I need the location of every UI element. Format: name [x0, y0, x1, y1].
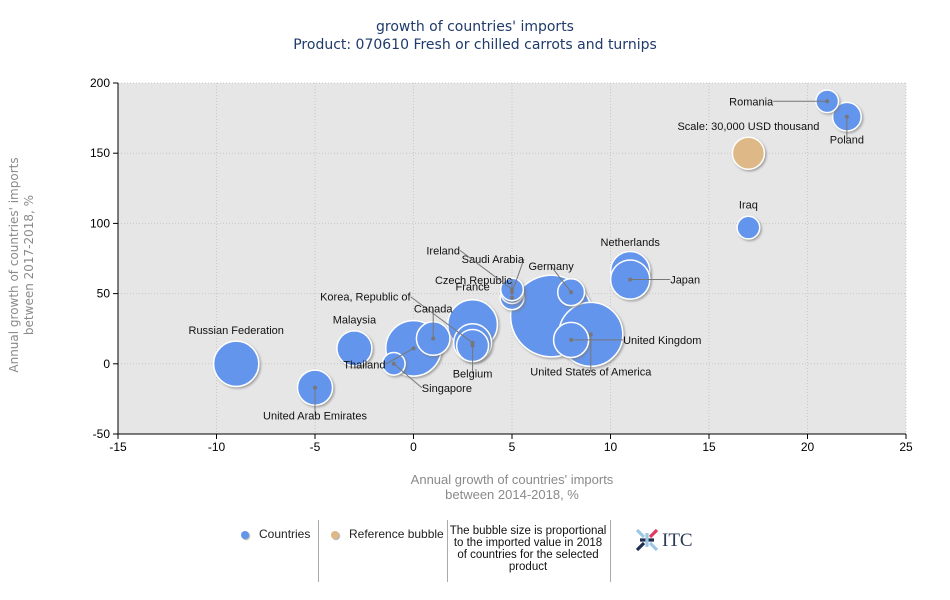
country-bubble	[736, 215, 761, 240]
x-tick-label: 0	[410, 440, 417, 454]
bubble-label: Thailand	[343, 359, 385, 371]
bubble-label: Czech Republic	[435, 275, 513, 287]
x-axis-label-line1: Annual growth of countries' imports	[410, 472, 614, 487]
bubble-label: Netherlands	[601, 237, 661, 249]
leader-dot	[510, 287, 514, 292]
leader-dot	[470, 340, 475, 345]
itc-logo-text: ITC	[662, 530, 693, 551]
legend-label-reference: Reference bubble	[349, 527, 444, 541]
leader-dot	[844, 114, 849, 119]
bubble-size-note: The bubble size is proportional to the i…	[449, 525, 607, 573]
legend-separator	[447, 520, 448, 582]
bubble-label: Canada	[414, 304, 453, 316]
leader-dot	[628, 277, 633, 282]
legend-label-countries: Countries	[259, 527, 311, 541]
leader-dot	[313, 385, 317, 390]
bubble-label: Scale: 30,000 USD thousand	[677, 121, 819, 133]
bubble-label: France	[455, 281, 489, 293]
x-axis-label-line2: between 2014-2018, %	[445, 487, 579, 502]
leader-dot	[588, 332, 593, 337]
leader-dot	[470, 343, 475, 348]
country-bubble	[212, 340, 260, 388]
bubble-label: Russian Federation	[189, 325, 284, 337]
leader-line	[385, 347, 414, 365]
itc-logo-icon	[635, 528, 659, 552]
leader-dot	[431, 336, 436, 341]
leader-dot	[569, 290, 574, 295]
chart-subtitle: Product: 070610 Fresh or chilled carrots…	[293, 37, 657, 53]
y-tick-label: 100	[90, 216, 110, 230]
bubble-label: Ireland	[426, 245, 460, 257]
legend-item-countries[interactable]: Countries	[241, 527, 310, 541]
reference-dot-icon	[331, 530, 339, 539]
bubble-label: United States of America	[530, 366, 652, 378]
bubble-label: Malaysia	[333, 314, 377, 326]
leader-dot	[569, 337, 574, 342]
bubble-label: Belgium	[453, 369, 493, 381]
countries-dot-icon	[241, 530, 249, 539]
bubble-label: United Kingdom	[623, 335, 701, 347]
bubble-label: Korea, Republic of	[320, 292, 411, 304]
chart-title: growth of countries' imports	[376, 19, 574, 35]
country-bubble	[336, 330, 373, 367]
x-tick-label: -15	[109, 440, 127, 454]
bubble-label: Poland	[830, 135, 864, 147]
legend-separator	[318, 520, 319, 582]
bubble-label: Iraq	[739, 200, 758, 212]
x-axis-label: Annual growth of countries' imports betw…	[362, 472, 662, 502]
bubble-label: Singapore	[422, 383, 472, 395]
leader-line	[550, 265, 572, 293]
bubble-label: Romania	[729, 96, 774, 108]
leader-line	[511, 259, 525, 293]
leader-line	[459, 249, 513, 290]
leader-dot	[411, 346, 416, 351]
leader-line	[393, 363, 423, 389]
legend-separator	[610, 520, 611, 582]
y-axis-label-line2: between 2017-2018, %	[22, 194, 36, 336]
x-tick-label: -5	[310, 440, 321, 454]
bubble-label: Saudi Arabia	[462, 254, 525, 266]
leader-dot	[510, 290, 514, 295]
bubble-label: Japan	[670, 275, 700, 287]
leader-dot	[825, 99, 830, 104]
y-tick-label: 200	[90, 76, 110, 90]
y-tick-label: 50	[97, 287, 111, 301]
y-axis-label-line1: Annual growth of countries' imports	[7, 157, 21, 373]
bubble-label: United Arab Emirates	[263, 411, 367, 423]
bubble-label: Germany	[528, 261, 574, 273]
leader-dot	[510, 295, 514, 300]
x-tick-label: 25	[899, 440, 913, 454]
y-tick-label: -50	[93, 427, 111, 441]
y-tick-label: 150	[90, 146, 110, 160]
x-tick-label: -10	[208, 440, 226, 454]
leader-line	[410, 296, 473, 344]
x-tick-label: 5	[509, 440, 516, 454]
reference-bubble	[731, 136, 766, 170]
x-tick-label: 10	[604, 440, 618, 454]
x-tick-label: 20	[801, 440, 815, 454]
leader-dot	[391, 361, 396, 366]
legend-item-reference[interactable]: Reference bubble	[331, 527, 444, 541]
y-axis-label: Annual growth of countries' imports betw…	[7, 155, 37, 375]
y-tick-label: 0	[103, 357, 110, 371]
x-tick-label: 15	[702, 440, 716, 454]
